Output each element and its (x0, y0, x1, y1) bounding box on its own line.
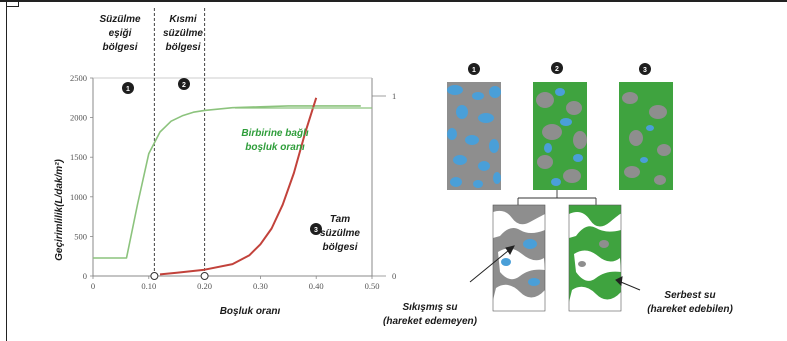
x-tick-labels: 0 0.10 0.20 0.30 0.40 0.50 (91, 276, 380, 291)
x-tick-label: 0.10 (141, 281, 156, 291)
region1-label-3: bölgesi (102, 42, 137, 53)
free-water-sample (568, 204, 622, 312)
y-tick-label: 2500 (70, 73, 87, 83)
y-axis-label: Geçirimlilik(L/dak/m²) (54, 158, 65, 260)
region3-label-2: süzülme (320, 228, 360, 239)
svg-text:1: 1 (126, 86, 130, 93)
sample-2-image (533, 82, 587, 190)
trapped-water-label-1: Sıkışmış su (402, 302, 457, 313)
y2-tick-label: 1 (392, 91, 396, 101)
y-tick-label: 1000 (70, 192, 87, 202)
green-curve-label-1: Birbirine bağlı (241, 128, 308, 139)
x-axis-label: Boşluk oranı (220, 306, 281, 317)
region3-label-1: Tam (330, 214, 350, 225)
x-tick-label: 0.40 (309, 281, 324, 291)
sample-1-image (447, 82, 501, 190)
frame-top-border (0, 0, 787, 2)
y-tick-label: 500 (74, 231, 87, 241)
badge-2-icon: 2 (178, 78, 190, 90)
connector-bracket (517, 190, 597, 205)
threshold-marker (150, 272, 159, 280)
y-tick-labels: 0 500 1000 1500 2000 2500 (70, 73, 93, 281)
sample-badge-1-icon: 1 (468, 63, 480, 75)
region1-label-1: Süzülme (99, 14, 141, 25)
sample-3-image (619, 82, 673, 190)
threshold-marker (200, 272, 209, 280)
y2-tick-label: 0 (392, 271, 396, 281)
free-water-label-1: Serbest su (664, 290, 715, 301)
y2-tick-labels: 01 (372, 91, 396, 281)
sample-badge-3-icon: 3 (639, 63, 651, 75)
svg-text:1: 1 (472, 67, 476, 74)
x-tick-label: 0 (91, 281, 95, 291)
trapped-water-label-2: (hareket edemeyen) (383, 316, 478, 327)
chart-markers (150, 272, 209, 280)
x-tick-label: 0.50 (365, 281, 380, 291)
svg-text:3: 3 (643, 67, 647, 74)
green-curve-label-2: boşluk oranı (245, 142, 305, 153)
badge-3-icon: 3 (310, 223, 322, 235)
trapped-water-sample (492, 204, 546, 312)
y-tick-label: 1500 (70, 152, 87, 162)
frame-corner-tab (6, 0, 19, 7)
svg-text:2: 2 (182, 82, 186, 89)
region3-label-3: bölgesi (322, 242, 357, 253)
y-tick-label: 2000 (70, 113, 87, 123)
svg-text:2: 2 (555, 66, 559, 73)
region2-label-3: bölgesi (165, 42, 200, 53)
permeability-chart: 0 0.10 0.20 0.30 0.40 0.50 0 500 1000 1500 2000 25… (54, 8, 396, 317)
y-tick-label: 0 (83, 271, 87, 281)
chart-series (93, 97, 361, 276)
badge-1-icon: 1 (122, 82, 134, 94)
free-water-arrow (615, 276, 641, 291)
region1-label-2: eşiği (109, 28, 132, 39)
x-tick-label: 0.20 (197, 281, 212, 291)
trapped-water-arrow (469, 245, 515, 283)
frame-left-border (6, 0, 7, 341)
region2-label-2: süzülme (163, 28, 203, 39)
free-water-label-2: (hareket edebilen) (647, 304, 733, 315)
region2-label-1: Kısmi (169, 14, 196, 25)
svg-text:3: 3 (314, 227, 318, 234)
sample-badge-2-icon: 2 (551, 62, 563, 74)
connected-porosity-line (93, 105, 361, 259)
permeability-line (159, 97, 318, 276)
pore-illustration: 1 2 3 (383, 62, 733, 327)
x-tick-label: 0.30 (253, 281, 268, 291)
